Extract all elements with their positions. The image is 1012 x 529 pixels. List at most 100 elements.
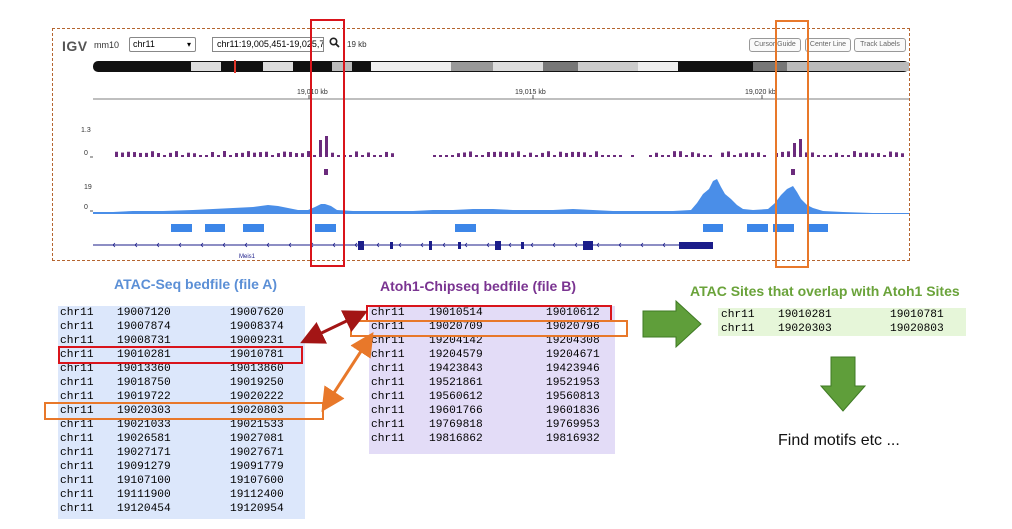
- center-line-button[interactable]: Center Line: [805, 38, 851, 52]
- strand-arrow: [266, 242, 270, 248]
- table-row: chr11 19423843 19423946: [369, 362, 615, 376]
- signal-bar: [727, 151, 730, 157]
- signal-bar: [529, 152, 532, 157]
- table-row: chr11 19204142 19204308: [369, 334, 615, 348]
- signal-bar: [835, 152, 838, 157]
- table-row: chr11 19601766 19601836: [369, 404, 615, 418]
- signal-bar: [217, 155, 220, 157]
- signal-bar: [613, 155, 616, 157]
- search-icon[interactable]: [329, 37, 340, 51]
- ruler-label-3: 19,020 kb: [745, 89, 776, 96]
- locus-input[interactable]: chr11:19,005,451-19,025,783: [212, 37, 324, 52]
- signal-bar: [895, 152, 898, 157]
- gene-model-meis1: [93, 241, 713, 250]
- signal-bar: [391, 153, 394, 157]
- end-cell: 19112400: [230, 489, 284, 501]
- signal-bar: [757, 152, 760, 157]
- signal-bar: [475, 155, 478, 157]
- track1-min: 0: [84, 150, 88, 157]
- igv-logo: IGV: [62, 38, 88, 54]
- signal-bar: [181, 155, 184, 157]
- signal-bar: [793, 143, 796, 157]
- chrom-cell: chr11: [60, 335, 94, 347]
- ruler-label-2: 19,015 kb: [515, 89, 546, 96]
- chrom-cell: chr11: [60, 363, 94, 375]
- chrom-cell: chr11: [371, 335, 405, 347]
- chrom-cell: chr11: [371, 349, 405, 361]
- track2-max: 19: [84, 184, 92, 191]
- signal-bar: [361, 155, 364, 157]
- find-motifs-text: Find motifs etc ...: [778, 432, 900, 449]
- strand-arrow: [178, 242, 182, 248]
- signal-bar: [271, 155, 274, 157]
- chipseq-signal-track: [115, 136, 904, 157]
- start-cell: 19021033: [117, 419, 171, 431]
- start-cell: 19204579: [429, 349, 483, 361]
- signal-bar: [307, 151, 310, 157]
- signal-bar: [301, 153, 304, 157]
- strand-arrow: [134, 242, 138, 248]
- signal-bar: [457, 153, 460, 157]
- chrom-cell: chr11: [60, 503, 94, 515]
- table-row: chr11 19111900 19112400: [58, 488, 305, 502]
- signal-bar: [511, 152, 514, 157]
- signal-bar: [289, 151, 292, 157]
- strand-arrow: [508, 242, 512, 248]
- start-cell: 19007120: [117, 307, 171, 319]
- chrom-cell: chr11: [721, 323, 755, 335]
- end-cell: 19013860: [230, 363, 284, 375]
- table-row: chr11 19816862 19816932: [369, 432, 615, 446]
- start-cell: 19111900: [117, 489, 171, 501]
- chrom-cell: chr11: [60, 307, 94, 319]
- genome-label[interactable]: mm10: [94, 40, 120, 50]
- signal-bar: [205, 155, 208, 157]
- signal-bar: [325, 136, 328, 157]
- start-cell: 19120454: [117, 503, 171, 515]
- file-b-table: chr11 19010514 19010612 chr11 19020709 190207…: [369, 306, 615, 454]
- end-cell: 19021533: [230, 419, 284, 431]
- igv-browser-panel: IGV mm10 chr11 ▾ chr11:19,005,451-19,025…: [52, 28, 910, 261]
- atac-peak-features: [171, 224, 828, 232]
- start-cell: 19091279: [117, 461, 171, 473]
- signal-bar: [583, 152, 586, 157]
- signal-bar: [763, 155, 766, 157]
- strand-arrow: [288, 242, 292, 248]
- signal-bar: [121, 152, 124, 157]
- signal-bar: [667, 155, 670, 157]
- start-cell: 19026581: [117, 433, 171, 445]
- signal-bar: [595, 151, 598, 157]
- start-cell: 19027171: [117, 447, 171, 459]
- signal-bar: [661, 155, 664, 157]
- track-labels-button[interactable]: Track Labels: [854, 38, 906, 52]
- chrom-cell: chr11: [60, 419, 94, 431]
- signal-bar: [115, 151, 118, 157]
- signal-bar: [445, 155, 448, 157]
- signal-bar: [169, 152, 172, 157]
- signal-bar: [685, 155, 688, 157]
- signal-bar: [889, 151, 892, 157]
- chevron-down-icon: ▾: [186, 40, 191, 49]
- end-cell: 19769953: [546, 419, 600, 431]
- chrom-cell: chr11: [721, 309, 755, 321]
- strand-arrow: [618, 242, 622, 248]
- file-a-red-row-box: [58, 346, 303, 364]
- ruler: [93, 95, 909, 100]
- igv-tracks: 19,010 kb 19,015 kb 19,020 kb 1.3 0 19 0: [81, 60, 909, 260]
- start-cell: 19010281: [117, 349, 171, 361]
- start-cell: 19020709: [429, 321, 483, 333]
- signal-bar: [373, 155, 376, 157]
- chromosome-select[interactable]: chr11 ▾: [129, 37, 196, 52]
- strand-arrow: [244, 242, 248, 248]
- end-cell: 19020796: [546, 321, 600, 333]
- start-cell: 19007874: [117, 321, 171, 333]
- chromosome-ideogram: [93, 60, 909, 73]
- signal-bar: [331, 152, 334, 157]
- end-cell: 19010781: [890, 309, 944, 321]
- chipseq-peak-marker: [791, 169, 795, 175]
- signal-bar: [559, 151, 562, 157]
- start-cell: 19769818: [429, 419, 483, 431]
- table-row: chr11 19521861 19521953: [369, 376, 615, 390]
- table-row: chr11 19018750 19019250: [58, 376, 305, 390]
- signal-bar: [133, 152, 136, 157]
